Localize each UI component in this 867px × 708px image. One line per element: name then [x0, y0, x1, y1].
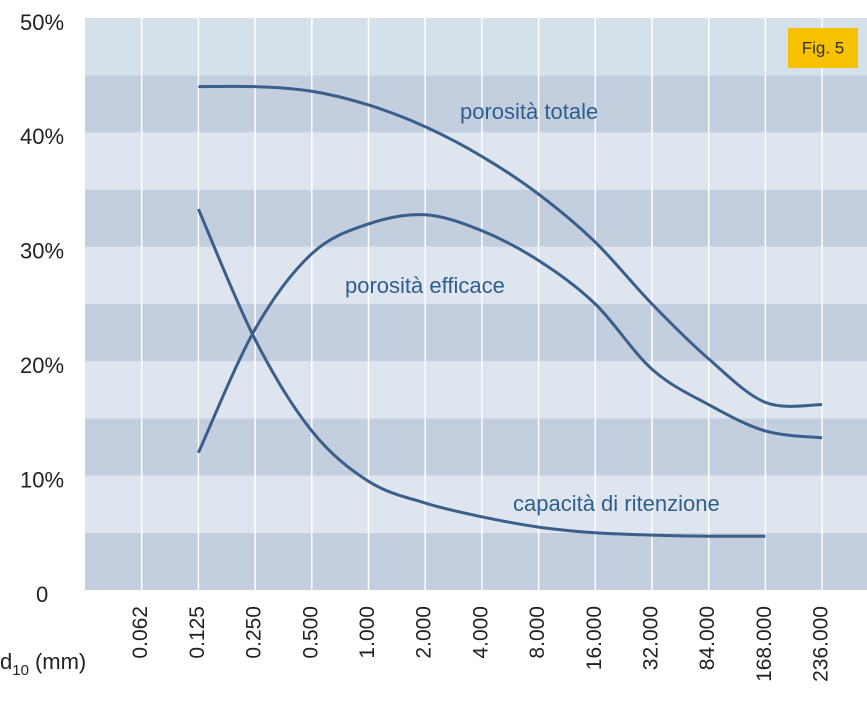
- grid: [140, 18, 823, 590]
- x-tick-label: 0.125: [186, 606, 209, 659]
- badge: Fig. 5: [802, 38, 845, 57]
- x-axis-label: d10 (mm): [0, 649, 86, 679]
- band: [85, 475, 867, 533]
- band: [85, 18, 867, 76]
- series-line: [197, 208, 766, 538]
- y-tick-label: 50%: [20, 10, 64, 35]
- x-tick-label: 236.000: [810, 606, 833, 682]
- y-tick-label: 0: [36, 582, 48, 607]
- band: [85, 304, 867, 362]
- x-tick-label: 168.000: [753, 606, 776, 682]
- band: [85, 132, 867, 190]
- lines: [197, 84, 823, 538]
- x-tick-label: 1.000: [356, 606, 379, 659]
- x-tick-label: 0.062: [129, 606, 152, 659]
- x-tick-label: 4.000: [469, 606, 492, 659]
- series-line: [198, 84, 823, 408]
- x-tick-label: 84.000: [696, 606, 719, 670]
- x-tick-label: 0.250: [243, 606, 266, 659]
- x-label-unit: (mm): [35, 649, 86, 674]
- y-tick-label: 30%: [20, 239, 64, 264]
- x-tick-label: 32.000: [640, 606, 663, 670]
- x-tick-label: 0.500: [299, 606, 322, 659]
- x-tick-label: 2.000: [413, 606, 436, 659]
- x-tick-label: 16.000: [583, 606, 606, 670]
- band: [85, 189, 867, 247]
- y-tick-label: 10%: [20, 467, 64, 492]
- band: [85, 246, 867, 304]
- y-tick-label: 20%: [20, 353, 64, 378]
- band: [85, 532, 867, 590]
- series-label: capacità di ritenzione: [513, 491, 720, 516]
- badge-box: [788, 28, 858, 68]
- x-label-sub: 10: [12, 662, 29, 679]
- series-label: porosità totale: [460, 99, 598, 124]
- series-label: porosità efficace: [345, 273, 505, 298]
- band: [85, 75, 867, 133]
- y-tick-label: 40%: [20, 124, 64, 149]
- band: [85, 418, 867, 476]
- band: [85, 361, 867, 419]
- background-bands: [85, 18, 867, 590]
- x-label-main: d: [0, 649, 12, 674]
- x-tick-label: 8.000: [526, 606, 549, 659]
- series-line: [197, 213, 823, 454]
